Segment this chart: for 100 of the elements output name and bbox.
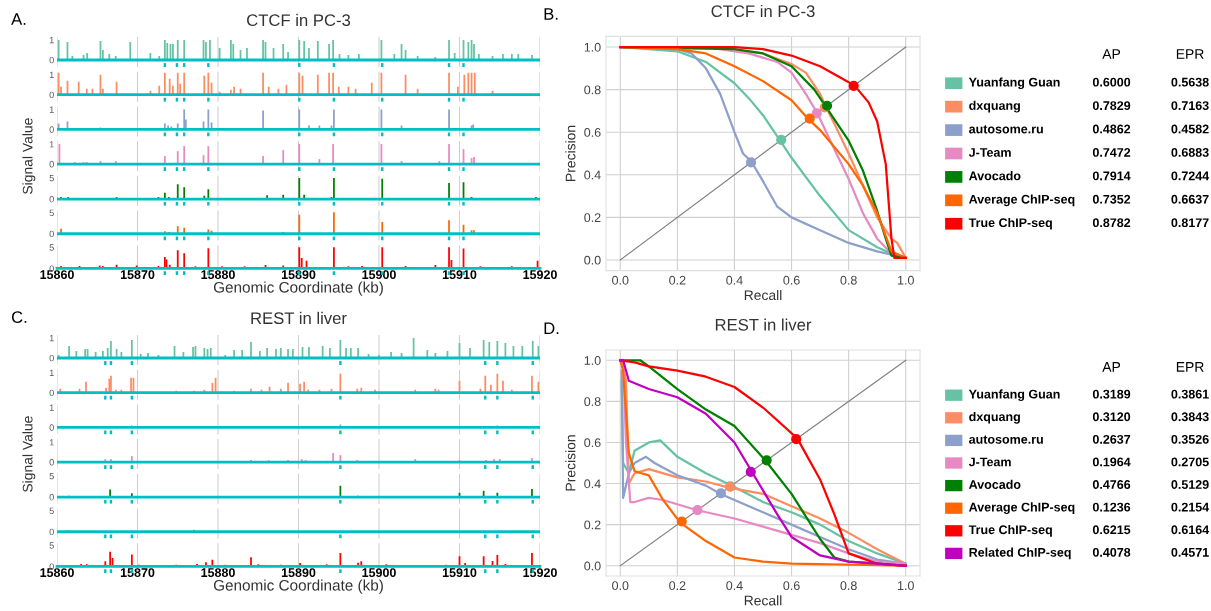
y-tick-label: 0.2 [584,520,601,530]
x-tick-label: 0.4 [726,275,743,285]
x-tick-label: 1.0 [897,581,914,591]
y-tick-label: 0.2 [584,213,601,223]
y-tick-label: 5 [49,507,54,514]
legend-label: dxquang [969,100,1020,113]
y-tick-label: 1 [49,404,54,411]
text: EPR [1176,362,1204,372]
y-tick-label: 0.0 [584,561,601,571]
y-tick-label: 0 [49,459,54,466]
y-tick-label: 1.0 [584,42,601,52]
x-tick-label: 0.2 [669,581,686,591]
y-axis-title: Signal Value [22,118,36,194]
chart-title: CTCF in PC-3 [247,13,351,27]
x-tick-label: 0.0 [612,581,629,591]
text: 0.1236 [1092,502,1131,512]
x-tick-label: 0.6 [783,275,800,285]
text: 0.7829 [1092,101,1131,111]
y-tick-label: 0 [49,354,54,362]
legend-label: autosome.ru [969,435,1043,444]
x-tick-label: 15920 [523,568,557,578]
y-tick-label: 0.4 [584,170,601,180]
x-tick-label: 15900 [362,568,396,578]
x-axis-title: Recall [744,289,782,301]
text: A. [11,13,26,25]
x-tick-label: 15920 [523,270,557,280]
text: AP [1102,49,1121,59]
y-axis-title: Signal Value [22,416,36,492]
text: 0.5638 [1171,77,1209,87]
text: 0.7914 [1092,171,1131,181]
y-tick-label: 0 [49,161,54,168]
y-tick-label: 1 [49,141,54,148]
y-tick-label: 5 [49,209,54,216]
text: EPR [1176,49,1204,59]
chart-title: REST in liver [715,318,812,331]
x-tick-label: 15910 [442,270,477,280]
text: D. [544,322,559,334]
x-tick-label: 15870 [120,568,155,578]
y-tick-label: 1 [49,37,54,44]
y-tick-label: 1.0 [584,356,601,365]
y-tick-label: 0 [49,424,54,431]
text: 0.3843 [1171,412,1209,422]
y-tick-label: 0 [49,389,54,397]
text: 0.7352 [1092,194,1131,204]
y-tick-label: 0 [49,494,54,501]
text: 0.8782 [1092,218,1131,228]
y-tick-label: 0 [49,56,54,64]
legend-label: J-Team [968,148,1011,157]
y-tick-label: 5 [49,174,54,182]
chart-title: REST in liver [251,311,347,325]
x-tick-label: 15880 [201,270,235,280]
x-tick-label: 15890 [281,568,316,578]
y-tick-label: 0 [49,196,54,203]
x-tick-label: 15870 [120,270,155,280]
x-tick-label: 0.4 [726,581,743,591]
y-tick-label: 1 [49,71,54,78]
legend-label: J-Team [968,457,1011,467]
text: 0.4582 [1171,124,1209,134]
legend-label: dxquang [969,411,1020,424]
legend-label: True ChIP-seq [968,217,1052,230]
x-axis-title: Genomic Coordinate (kb) [213,281,383,296]
y-tick-label: 0.6 [584,438,601,448]
y-axis-title: Precision [565,435,576,491]
y-tick-label: 1 [49,369,54,376]
legend-label: Yuanfang Guan [968,77,1060,90]
y-tick-label: 0 [49,265,54,272]
text: 0.6164 [1171,525,1210,535]
text: AP [1102,362,1121,372]
chart-title: CTCF in PC-3 [711,4,815,18]
text: 0.3526 [1171,434,1209,444]
x-axis-title: Genomic Coordinate (kb) [213,579,383,594]
y-tick-label: 0.8 [584,397,601,407]
text: 0.2705 [1171,457,1209,467]
y-tick-label: 1 [49,106,54,113]
text: 0.3189 [1092,389,1131,399]
y-tick-label: 0 [49,126,54,133]
legend-label: Avocado [968,479,1021,489]
x-tick-label: 15890 [281,270,316,280]
text: 0.6637 [1171,194,1209,204]
legend-label: Avocado [968,171,1021,181]
y-tick-label: 0 [49,528,54,536]
x-tick-label: 15860 [40,270,74,280]
y-tick-label: 5 [49,542,54,549]
y-tick-label: 1 [49,335,54,342]
text: 0.3861 [1171,389,1209,399]
text: 0.4078 [1092,547,1131,557]
legend-label: Average ChIP-seq [968,502,1075,515]
x-tick-label: 15900 [362,270,396,280]
text: 0.8177 [1171,218,1209,228]
text: 0.7244 [1171,171,1210,181]
y-tick-label: 0.6 [584,128,601,137]
text: 0.4766 [1092,480,1131,489]
x-tick-label: 0.0 [612,275,629,285]
text: 0.4571 [1171,547,1209,557]
x-axis-title: Recall [744,595,782,606]
text: 0.6000 [1092,77,1131,87]
x-tick-label: 0.8 [840,275,857,285]
y-tick-label: 5 [49,244,54,251]
x-tick-label: 1.0 [897,275,914,285]
text: 0.2154 [1171,502,1210,512]
